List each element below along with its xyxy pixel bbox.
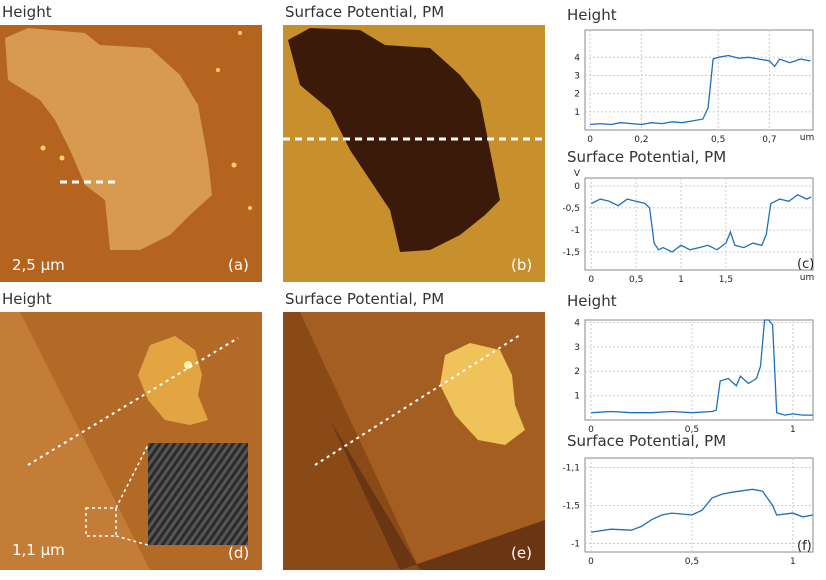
profile-line — [314, 334, 521, 466]
terrace-dark — [330, 420, 545, 570]
x-tick-label: 1 — [790, 557, 796, 567]
x-tick-label: 0,5 — [629, 275, 643, 285]
panel-title: Height — [2, 290, 52, 308]
plot-frame — [584, 177, 814, 271]
plot-title: Height — [567, 292, 617, 310]
panel-label: (f) — [797, 539, 812, 554]
panel-title: Surface Potential, PM — [285, 290, 444, 308]
y-tick-label: 1 — [574, 392, 580, 402]
plot-frame — [584, 319, 814, 421]
particle — [238, 31, 242, 35]
y-tick-label: 2 — [574, 367, 580, 377]
panel-a: Height 2,5 µm (a) — [0, 3, 262, 282]
scale-label: 2,5 µm — [12, 256, 65, 274]
x-tick-label: 0,5 — [711, 135, 725, 145]
particle — [40, 145, 46, 151]
terrace — [0, 312, 150, 570]
panel-label: (b) — [511, 256, 532, 274]
panel-label: (e) — [511, 544, 532, 562]
x-tick-label: 0,5 — [685, 425, 699, 435]
plot-title: Surface Potential, PM — [567, 148, 726, 166]
inset-image — [148, 443, 248, 545]
x-tick-label: 0,5 — [685, 557, 699, 567]
x-tick-label: 0,2 — [634, 135, 648, 145]
y-tick-label: 3 — [574, 71, 580, 81]
y-tick-label: 2 — [574, 90, 580, 100]
profile-curve — [591, 319, 813, 416]
y-unit: V — [574, 169, 581, 179]
y-tick-label: -1,5 — [562, 501, 580, 511]
x-tick-label: 1,5 — [719, 275, 733, 285]
panel-title: Height — [2, 3, 52, 21]
panel-label: (c) — [797, 257, 814, 272]
panel-label: (d) — [228, 544, 249, 562]
particle — [248, 206, 252, 210]
x-tick-label: 0,7 — [762, 135, 776, 145]
x-tick-label: 1 — [678, 275, 684, 285]
flake — [440, 343, 525, 445]
flake — [138, 336, 208, 425]
scale-label: 1,1 µm — [12, 541, 65, 559]
zoom-box — [85, 507, 117, 537]
plot-title: Surface Potential, PM — [567, 432, 726, 450]
y-tick-label: 1 — [574, 108, 580, 118]
particle — [184, 361, 192, 369]
particle — [216, 68, 220, 72]
y-tick-label: -1 — [571, 539, 580, 549]
x-unit: um — [800, 133, 814, 143]
y-tick-label: -1,1 — [562, 463, 580, 473]
x-tick-label: 1 — [790, 425, 796, 435]
x-tick-label: 0 — [588, 275, 594, 285]
particle — [59, 155, 65, 161]
y-tick-label: -1 — [571, 226, 580, 236]
plot-frame — [584, 29, 814, 131]
profile-curve — [591, 193, 812, 253]
panel-e: Surface Potential, PM (e) — [283, 290, 545, 570]
profile-line — [27, 337, 239, 466]
panel-title: Surface Potential, PM — [285, 3, 444, 21]
panel-b: Surface Potential, PM (b) — [283, 3, 545, 282]
profile-curve — [591, 488, 814, 533]
panel-label: (a) — [228, 256, 249, 274]
y-tick-label: 4 — [574, 53, 580, 63]
y-tick-label: 4 — [574, 318, 580, 328]
profile-curve — [590, 54, 811, 126]
x-tick-label: 0 — [588, 425, 594, 435]
plot-title: Height — [567, 6, 617, 24]
x-unit: um — [800, 273, 814, 283]
y-tick-label: -0,5 — [562, 204, 580, 214]
y-tick-label: 3 — [574, 343, 580, 353]
y-tick-label: 0 — [574, 182, 580, 192]
particle — [231, 162, 237, 168]
panel-d: Height 1,1 µm (d) — [0, 290, 262, 570]
flake — [5, 28, 212, 250]
x-tick-label: 0 — [588, 557, 594, 567]
x-tick-label: 0 — [587, 135, 593, 145]
y-tick-label: -1,5 — [562, 248, 580, 258]
